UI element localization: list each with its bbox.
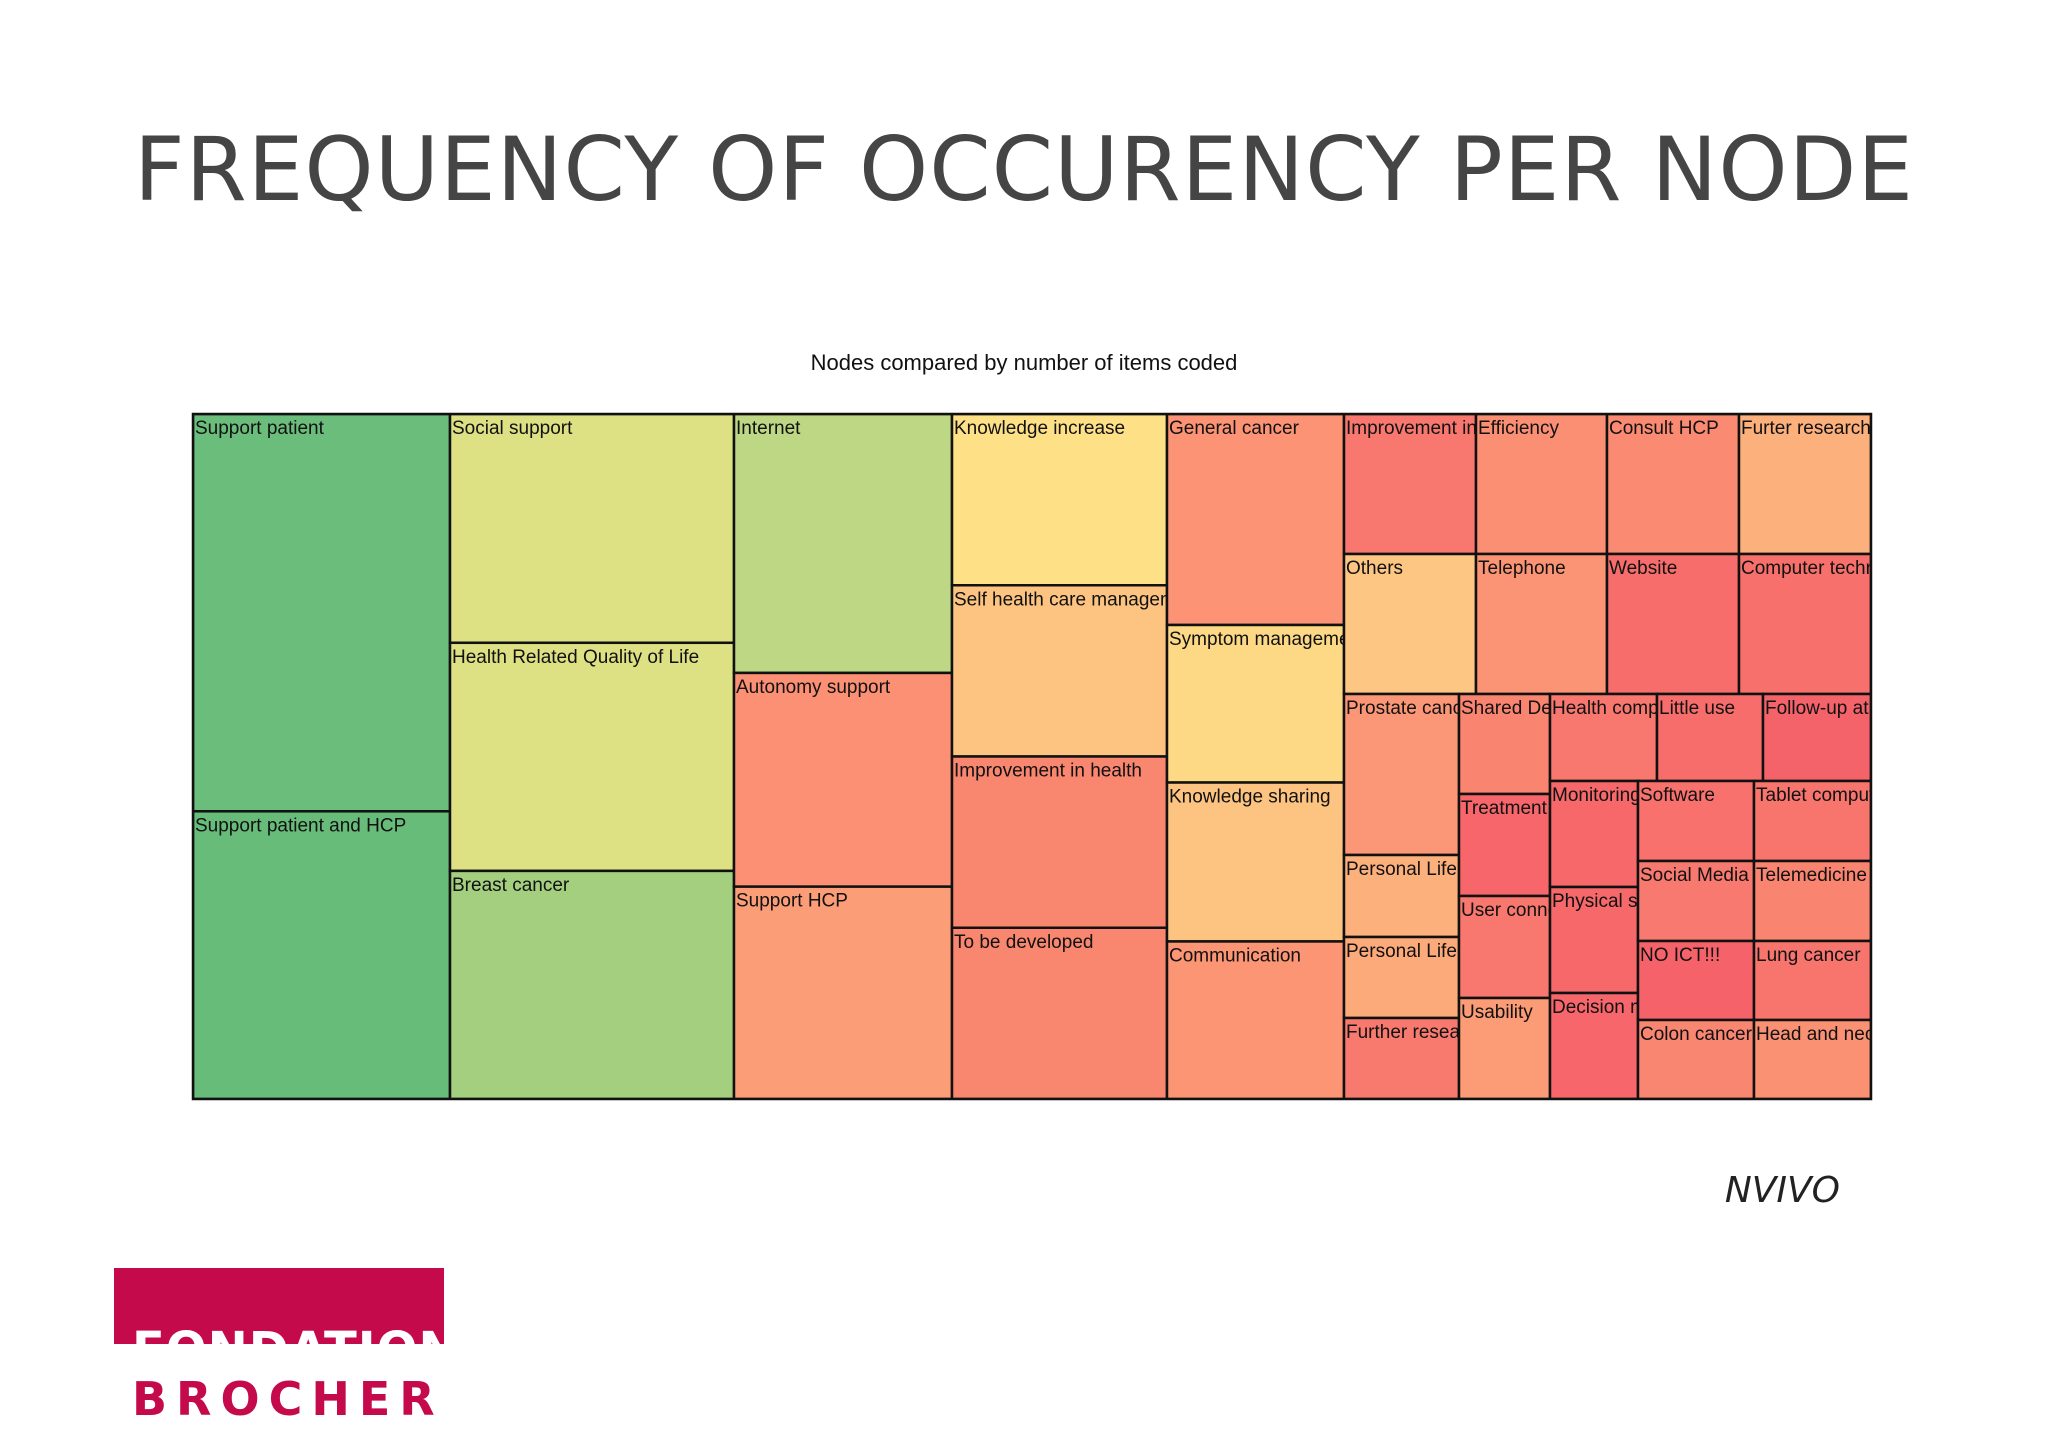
treemap-cell [1342,414,1478,556]
treemap-cell [1457,894,1552,1000]
treemap-cell-label: Knowledge increase [954,418,1125,439]
treemap-cell-label: Computer technology [1741,558,1922,579]
treemap-cell [950,584,1169,758]
treemap-cell [1737,552,1871,696]
treemap-frame [191,412,1873,1101]
treemap-cell-label: Website [1609,558,1677,579]
treemap-cell [1752,1018,1871,1099]
treemap-cell-label: Software [1640,785,1715,806]
treemap-cell-label: Telephone [1478,558,1566,579]
treemap-cell-label: Personal Life [1346,859,1457,880]
treemap-cell [1752,779,1871,863]
treemap-cell-label: Communication [1169,945,1301,966]
treemap-cell [950,926,1169,1099]
treemap-cell-label: Tablet computer [1756,785,1892,806]
treemap-cell [1342,853,1461,939]
treemap-cell [193,414,452,813]
slide-title: FREQUENCY OF OCCURENCY PER NODE [134,118,1914,221]
treemap-cell-label: Support patient [195,418,325,439]
treemap-cell-label: Usability [1461,1002,1533,1023]
treemap-cell-label: Efficiency [1478,418,1559,439]
treemap-cell-label: Knowledge sharing [1169,787,1331,808]
treemap-cell-label: Breast cancer [452,875,570,896]
treemap-cell-label: Head and neck cancer [1756,1024,1947,1045]
chart-title: Nodes compared by number of items coded [810,350,1238,375]
treemap-cell-label: Colon cancer [1640,1024,1753,1045]
treemap-cell-label: Support patient and HCP [195,815,406,836]
treemap-cell-label: Support HCP [736,891,848,912]
treemap-cell-label: Health Related Quality of Life [452,647,699,668]
treemap-cell [1165,414,1346,627]
treemap-cell [1342,935,1461,1020]
treemap-cell [1342,552,1478,696]
treemap-cell-label: Telemedicine [1756,865,1867,886]
logo-line-2: BROCHER [132,1372,444,1426]
treemap-cell-label: User connection [1461,900,1598,921]
treemap-cell-label: Autonomy support [736,677,891,698]
treemap-cell-label: Health competence [1552,698,1716,719]
treemap-cell [1761,692,1871,783]
treemap-cell-label: Prostate cancer [1346,698,1480,719]
treemap-cell [732,671,954,888]
treemap-cell-label: Consult HCP [1609,418,1719,439]
treemap-cell [1548,991,1640,1099]
treemap-cell [448,414,736,645]
treemap-cell [732,414,954,675]
treemap-cell-label: Shared Decision [1461,698,1600,719]
source-label: NVIVO [1724,1170,1840,1211]
treemap-cell-label: Decision making [1552,997,1691,1018]
treemap-cell-label: Physical symptoms [1552,891,1715,912]
treemap-cell-label: Improvement in health [954,761,1142,782]
treemap-cell-label: Others [1346,558,1403,579]
treemap-cell-label: Social Media [1640,865,1749,886]
treemap-cell-label: Further research [1346,1022,1486,1043]
treemap-cell-label: Furter research [1741,418,1871,439]
treemap-cell-label: Social support [452,418,573,439]
treemap-cell [1605,414,1741,556]
treemap-cell-label: Follow-up at home [1765,698,1921,719]
treemap-cell [1636,939,1756,1022]
treemap-cell [1548,885,1640,995]
treemap-cell [1548,692,1659,783]
treemap-cell [732,885,954,1099]
treemap-cell [448,641,736,873]
logo-band [114,1324,444,1344]
treemap-cell-label: Self health care management [954,589,1203,610]
treemap-cell [1737,414,1871,556]
treemap-cell [1548,779,1640,889]
treemap-cell [1457,996,1552,1099]
treemap-cell [1636,779,1756,863]
treemap-cell-label: NO ICT!!! [1640,945,1720,966]
fondation-brocher-logo: FONDATION BROCHER [114,1268,459,1427]
treemap-cell [448,869,736,1099]
treemap-cell [950,755,1169,929]
treemap-cell [1342,692,1461,857]
treemap-cell-label: Treatment [1461,798,1548,819]
treemap-cell-label: To be developed [954,932,1093,953]
treemap-cell [950,414,1169,587]
treemap-cell [1636,1018,1756,1099]
treemap-cell-label: Lung cancer [1756,945,1861,966]
treemap-cell [1605,552,1741,696]
treemap-cell-label: Symptom management [1169,629,1366,650]
treemap-cell-label: Improvement in self-management [1346,418,1630,439]
treemap-cell-label: Little use [1659,698,1735,719]
treemap-cell-label: Personal Life [1346,941,1457,962]
treemap-cell-label: Monitoring [1552,785,1641,806]
logo-line-1: FONDATION [132,1322,460,1378]
treemap-cell [193,810,452,1099]
treemap-cell-label: General cancer [1169,418,1300,439]
treemap-cell-label: Internet [736,418,801,439]
treemap-cell [1474,414,1609,556]
